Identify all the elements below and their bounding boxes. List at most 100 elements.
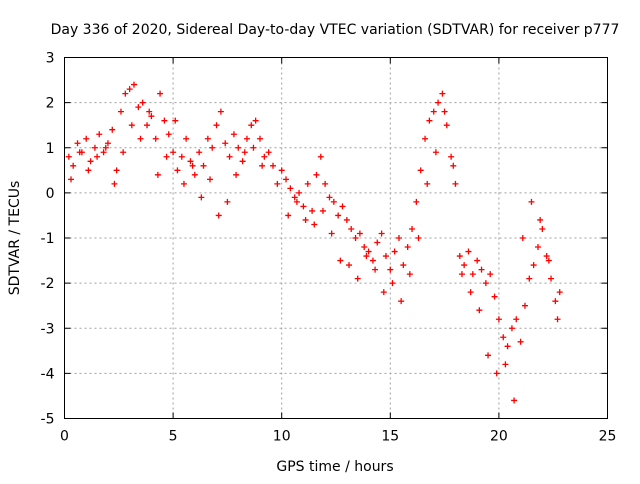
data-point <box>207 176 214 183</box>
x-axis-label: GPS time / hours <box>276 459 393 475</box>
data-point <box>404 244 411 251</box>
data-point <box>476 307 483 314</box>
data-point <box>243 135 250 142</box>
data-point <box>485 352 492 359</box>
data-point <box>543 253 550 260</box>
data-point <box>435 99 442 106</box>
x-tick-label: 5 <box>169 429 178 445</box>
data-point <box>309 207 316 214</box>
data-point <box>172 117 179 124</box>
data-point <box>517 338 524 345</box>
data-point <box>139 99 146 106</box>
data-point <box>495 316 502 323</box>
data-point <box>191 171 198 178</box>
data-point <box>548 275 555 282</box>
data-point <box>513 316 520 323</box>
data-point <box>363 253 370 260</box>
data-point <box>259 162 266 169</box>
data-point <box>554 316 561 323</box>
data-point <box>330 198 337 205</box>
data-point <box>235 144 242 151</box>
y-tick-label: -2 <box>41 276 55 292</box>
data-point <box>102 144 109 151</box>
data-point <box>154 171 161 178</box>
data-point <box>458 271 465 278</box>
data-point <box>91 144 98 151</box>
data-point <box>400 262 407 269</box>
axis-ticks: 0 5 10 15 20 25 -5 -4 -3 -2 -1 0 1 2 3 <box>41 51 617 445</box>
data-point <box>170 149 177 156</box>
y-tick-label: -5 <box>41 412 55 428</box>
data-point <box>395 235 402 241</box>
data-point <box>96 131 103 138</box>
data-point <box>291 194 298 201</box>
data-point <box>250 144 257 151</box>
data-point <box>365 248 372 255</box>
data-point <box>328 230 335 237</box>
data-point <box>189 162 196 169</box>
y-tick-label: -3 <box>41 321 55 337</box>
data-point <box>70 162 77 169</box>
data-point <box>441 108 448 115</box>
y-tick-label: 2 <box>46 96 55 112</box>
chart-title: Day 336 of 2020, Sidereal Day-to-day VTE… <box>51 22 620 38</box>
data-point <box>556 289 563 296</box>
data-point <box>83 135 90 142</box>
data-point <box>430 108 437 115</box>
data-point <box>146 108 153 115</box>
data-point <box>230 131 237 138</box>
data-point <box>128 122 135 129</box>
data-point <box>148 113 155 120</box>
data-point <box>222 140 229 147</box>
data-point <box>233 171 240 178</box>
data-point <box>456 253 463 260</box>
data-point <box>432 149 439 156</box>
data-point <box>183 135 190 142</box>
y-tick-label: -1 <box>41 231 55 247</box>
data-point <box>113 167 120 174</box>
data-point <box>302 216 309 223</box>
data-point <box>157 90 164 97</box>
data-point <box>224 198 231 205</box>
data-point <box>448 153 455 160</box>
data-point <box>439 90 446 97</box>
data-point <box>539 225 546 232</box>
data-point <box>528 198 535 205</box>
data-point <box>369 257 376 264</box>
data-point <box>391 248 398 255</box>
data-point <box>313 171 320 178</box>
y-tick-label: -4 <box>41 366 55 382</box>
data-point <box>100 149 107 156</box>
data-point <box>215 212 222 219</box>
data-point <box>65 153 72 160</box>
data-point <box>521 302 528 309</box>
data-point <box>304 180 311 187</box>
data-point <box>174 167 181 174</box>
data-point <box>163 153 170 160</box>
data-point <box>415 235 422 241</box>
data-point <box>526 275 533 282</box>
data-point <box>122 90 129 97</box>
data-point <box>387 266 394 273</box>
data-point <box>285 212 292 219</box>
data-point <box>339 203 346 210</box>
data-point <box>144 122 151 129</box>
data-point <box>335 212 342 219</box>
data-point <box>474 257 481 264</box>
data-point <box>380 289 387 296</box>
data-point <box>187 158 194 165</box>
data-point <box>117 108 124 115</box>
data-point <box>261 153 268 160</box>
data-point <box>511 397 518 404</box>
data-point <box>537 216 544 223</box>
data-point <box>461 262 468 269</box>
data-point <box>356 230 363 237</box>
data-point <box>346 262 353 269</box>
data-point <box>361 244 368 251</box>
data-point <box>85 167 92 174</box>
data-point <box>372 266 379 273</box>
data-point <box>326 194 333 201</box>
data-point <box>406 271 413 278</box>
data-point <box>87 158 94 165</box>
